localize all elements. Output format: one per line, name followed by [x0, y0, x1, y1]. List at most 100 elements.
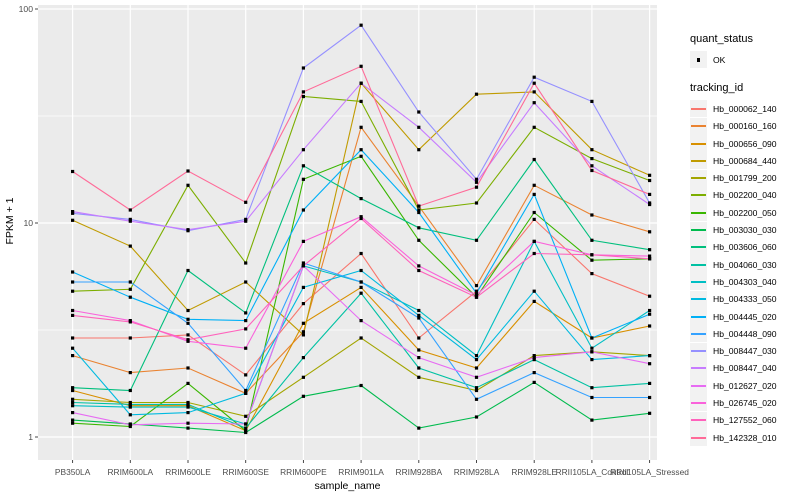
legend-key: [690, 256, 707, 274]
data-point: [128, 371, 132, 375]
data-point: [128, 320, 132, 324]
y-axis-tick-label: 10: [23, 218, 33, 228]
data-point: [359, 280, 363, 284]
data-point: [474, 293, 479, 297]
data-point: [532, 354, 536, 358]
data-point: [359, 319, 363, 323]
series-color-line-icon: [691, 384, 706, 387]
data-point: [301, 261, 305, 265]
data-point: [359, 336, 363, 340]
data-point: [532, 192, 536, 196]
legend-key: [690, 51, 707, 69]
quant-status-legend-title: quant_status: [690, 33, 753, 45]
data-point: [359, 268, 363, 273]
data-point: [71, 218, 75, 222]
legend-item-label: Hb_142328_010: [713, 432, 777, 443]
data-point: [186, 308, 190, 313]
legend: quant_status OK tracking_id Hb_000062_14…: [690, 33, 777, 447]
data-point: [590, 157, 594, 161]
data-point: [532, 371, 536, 375]
legend-entry-Hb_127552_060: Hb_127552_060: [690, 411, 777, 429]
legend-item-label: Hb_000062_140: [713, 103, 777, 114]
legend-key: [690, 342, 707, 360]
series-color-line-icon: [691, 280, 706, 283]
legend-item-label: Hb_004448_090: [713, 328, 777, 339]
data-point: [359, 23, 363, 27]
legend-key: [690, 308, 707, 325]
data-point: [71, 211, 75, 215]
data-point: [244, 217, 248, 221]
data-point: [186, 333, 190, 337]
series-color-line-icon: [691, 419, 706, 422]
data-point: [71, 388, 75, 393]
data-point: [244, 373, 248, 377]
legend-key: [690, 411, 707, 429]
legend-key: [690, 169, 707, 187]
data-point: [532, 289, 536, 293]
data-point: [532, 157, 536, 162]
series-color-line-icon: [691, 315, 706, 318]
data-point: [186, 183, 190, 187]
point-icon: [697, 58, 701, 62]
data-point: [244, 414, 248, 418]
data-point: [301, 208, 305, 212]
data-point: [128, 219, 132, 223]
legend-item-label: Hb_004333_050: [713, 294, 777, 305]
series-color-line-icon: [691, 350, 706, 353]
data-point: [532, 380, 536, 384]
data-point: [128, 388, 132, 393]
legend-entry-Hb_000684_440: Hb_000684_440: [690, 152, 777, 170]
legend-entry-Hb_004060_030: Hb_004060_030: [690, 256, 777, 274]
data-point: [128, 287, 132, 291]
tracking-id-legend: tracking_id Hb_000062_140 Hb_000160_160 Hb…: [690, 82, 777, 447]
legend-entry-Hb_003030_030: Hb_003030_030: [690, 221, 777, 239]
data-point: [359, 64, 363, 68]
legend-key: [690, 394, 707, 412]
data-point: [532, 239, 536, 243]
data-point: [590, 168, 594, 173]
data-point: [648, 362, 652, 366]
series-color-line-icon: [691, 246, 706, 249]
data-point: [648, 173, 652, 177]
data-point: [301, 164, 305, 168]
data-point: [244, 219, 248, 223]
data-point: [474, 92, 479, 96]
legend-key: [690, 204, 707, 222]
legend-item-label: Hb_004445_020: [713, 311, 777, 322]
series-color-line-icon: [691, 436, 706, 439]
series-color-line-icon: [691, 159, 706, 162]
data-point: [301, 66, 305, 70]
data-point: [532, 125, 536, 129]
data-point: [71, 411, 75, 415]
legend-entry-Hb_008447_040: Hb_008447_040: [690, 359, 777, 377]
series-color-line-icon: [691, 194, 706, 197]
legend-key: [690, 135, 707, 153]
data-point: [359, 251, 363, 256]
data-point: [359, 99, 363, 103]
data-point: [128, 413, 132, 417]
data-point: [244, 327, 248, 331]
data-point: [128, 402, 132, 406]
legend-key: [690, 117, 707, 135]
data-point: [590, 148, 594, 152]
data-point: [244, 426, 248, 430]
data-point: [71, 354, 75, 358]
data-point: [186, 381, 190, 385]
series-color-line-icon: [691, 107, 706, 110]
data-point: [186, 268, 190, 273]
legend-item-label: Hb_026745_020: [713, 397, 777, 408]
data-point: [417, 110, 421, 114]
data-point: [648, 192, 652, 196]
data-point: [301, 394, 305, 398]
data-point: [186, 405, 190, 409]
x-axis-title: sample_name: [315, 480, 381, 492]
series-color-line-icon: [691, 125, 706, 128]
data-point: [359, 291, 363, 295]
data-point: [474, 366, 479, 370]
data-point: [648, 257, 652, 261]
data-point: [244, 319, 248, 323]
series-color-line-icon: [691, 298, 706, 301]
legend-item-label: Hb_002200_040: [713, 190, 777, 201]
legend-key: [690, 221, 707, 239]
legend-item-ok: OK: [690, 51, 777, 69]
